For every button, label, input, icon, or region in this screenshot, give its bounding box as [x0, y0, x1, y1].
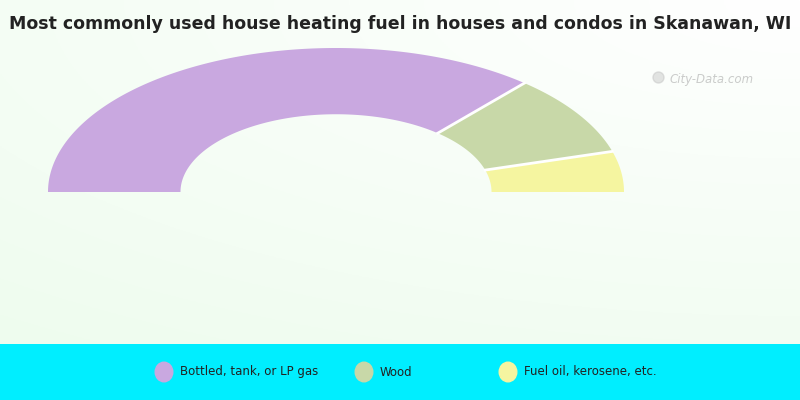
Text: Wood: Wood [380, 366, 413, 378]
Bar [0, 344, 800, 400]
Text: Most commonly used house heating fuel in houses and condos in Skanawan, WI: Most commonly used house heating fuel in… [9, 15, 791, 33]
Ellipse shape [499, 362, 517, 382]
Ellipse shape [355, 362, 373, 382]
Polygon shape [438, 83, 612, 170]
Polygon shape [48, 48, 525, 192]
Ellipse shape [155, 362, 173, 382]
Text: Fuel oil, kerosene, etc.: Fuel oil, kerosene, etc. [524, 366, 657, 378]
Polygon shape [486, 151, 624, 192]
Text: City-Data.com: City-Data.com [670, 74, 754, 86]
Text: Bottled, tank, or LP gas: Bottled, tank, or LP gas [180, 366, 318, 378]
